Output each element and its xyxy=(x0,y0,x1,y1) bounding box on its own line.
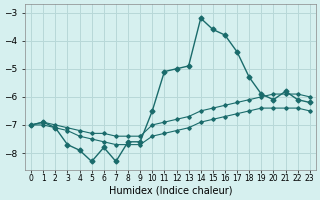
X-axis label: Humidex (Indice chaleur): Humidex (Indice chaleur) xyxy=(109,186,232,196)
